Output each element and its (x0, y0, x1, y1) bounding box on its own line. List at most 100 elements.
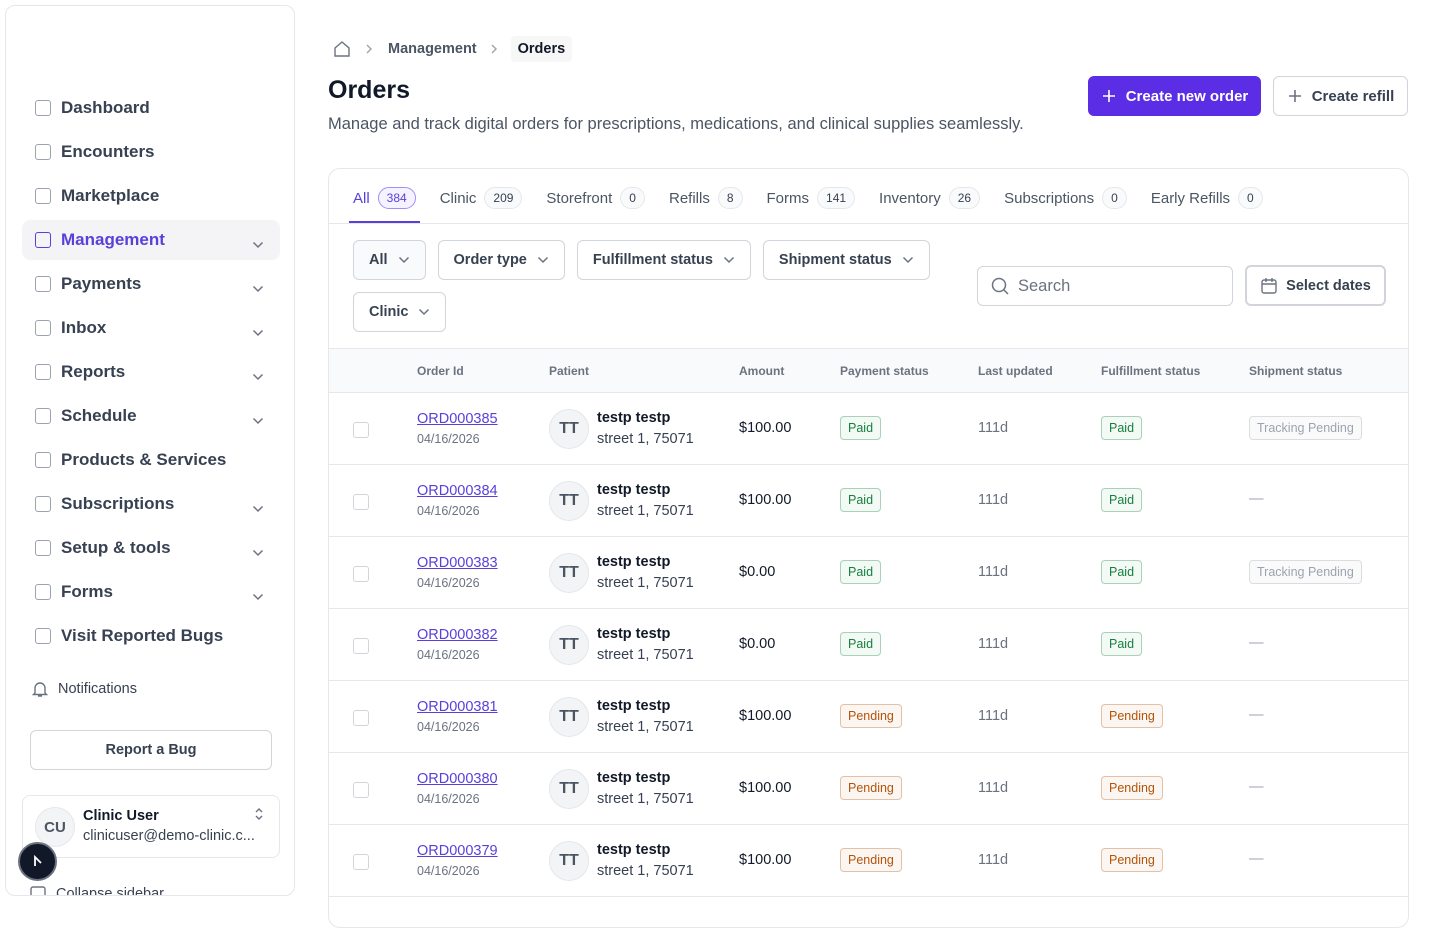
nav-item[interactable]: Inbox (22, 308, 280, 348)
nav-label: Encounters (61, 142, 155, 161)
status-badge: Paid (1101, 416, 1143, 440)
order-id-link[interactable]: ORD000382 (417, 627, 498, 643)
nav-item[interactable]: Subscriptions (22, 484, 280, 524)
tab[interactable]: Refills 8 (669, 186, 743, 210)
filter-chevron (418, 304, 430, 320)
nav-item[interactable]: Reports (22, 352, 280, 392)
help-widget-icon (34, 854, 42, 866)
order-id-link[interactable]: ORD000384 (417, 483, 498, 499)
search-input[interactable]: Search (977, 266, 1233, 306)
user-card[interactable]: CU Clinic User clinicuser@demo-clinic.c.… (22, 795, 280, 858)
order-id-link[interactable]: ORD000383 (417, 555, 498, 571)
orders-card: All 384 Clinic 209 Storefront 0 Refills 8 Forms 1… (328, 168, 1409, 928)
breadcrumb-item[interactable]: Management (388, 41, 477, 57)
nav-label: Reports (61, 362, 126, 381)
amount: $0.00 (739, 564, 776, 580)
row-checkbox[interactable] (353, 710, 369, 726)
nav-icon (35, 188, 51, 204)
nav-item[interactable]: Products & Services (22, 440, 280, 480)
filter-button[interactable]: Fulfillment status (576, 240, 751, 280)
tab-label: Refills (668, 189, 710, 207)
tab[interactable]: Early Refills 0 (1151, 186, 1263, 210)
status-badge: Paid (840, 416, 882, 440)
nav-item[interactable]: Schedule (22, 396, 280, 436)
patient-name: testp testp (597, 482, 671, 498)
patient-address: street 1, 75071 (597, 863, 694, 879)
filter-chevron (537, 252, 549, 268)
patient-initials: TT (559, 852, 579, 869)
order-id-link[interactable]: ORD000381 (417, 699, 498, 715)
row-checkbox[interactable] (353, 422, 369, 438)
tab[interactable]: All 384 (353, 186, 416, 210)
nav-label: Management (61, 230, 165, 249)
filter-button[interactable]: Clinic (353, 292, 447, 332)
nav-item[interactable]: Marketplace (22, 176, 280, 216)
row-checkbox[interactable] (353, 566, 369, 582)
tab[interactable]: Inventory 26 (879, 186, 981, 210)
order-id-link[interactable]: ORD000379 (417, 843, 498, 859)
home-icon[interactable] (332, 39, 352, 59)
row-checkbox[interactable] (353, 494, 369, 510)
nav-item[interactable]: Dashboard (22, 88, 280, 128)
nav-item[interactable]: Encounters (22, 132, 280, 172)
filter-label: Order type (453, 252, 527, 268)
help-widget[interactable] (18, 842, 57, 881)
row-checkbox[interactable] (353, 854, 369, 870)
nav-chevron (252, 410, 264, 430)
order-date: 04/16/2026 (417, 432, 480, 446)
nav-item[interactable]: Setup & tools (22, 528, 280, 568)
patient-initials: TT (559, 636, 579, 653)
patient-address: street 1, 75071 (597, 647, 694, 663)
notifications-label: Notifications (58, 681, 137, 697)
create-refill-label: Create refill (1311, 87, 1395, 105)
tab[interactable]: Subscriptions 0 (1004, 186, 1127, 210)
tab[interactable]: Forms 141 (767, 186, 856, 210)
row-checkbox[interactable] (353, 638, 369, 654)
tab[interactable]: Clinic 209 (440, 186, 523, 210)
chevron-icon (252, 329, 264, 337)
date-button[interactable]: Select dates (1245, 265, 1386, 306)
nav-item[interactable]: Visit Reported Bugs (22, 616, 280, 656)
create-refill-button[interactable]: Create refill (1273, 76, 1408, 116)
amount: $0.00 (739, 636, 776, 652)
filter-button[interactable]: Order type (437, 240, 565, 280)
tab-label: All (353, 189, 370, 207)
filter-chevron (398, 252, 410, 268)
nav-icon (35, 320, 51, 336)
status-badge: Paid (1101, 560, 1143, 584)
nav-icon (35, 540, 51, 556)
amount: $100.00 (739, 492, 792, 508)
row-checkbox[interactable] (353, 782, 369, 798)
nav-item[interactable]: Forms (22, 572, 280, 612)
column-header: Shipment status (1249, 364, 1343, 378)
last-updated: 111d (978, 852, 1009, 868)
report-bug-button[interactable]: Report a Bug (30, 730, 272, 770)
notifications[interactable]: Notifications (31, 680, 137, 698)
chevron-icon (252, 373, 264, 381)
nav-chevron (252, 542, 264, 562)
collapse-sidebar[interactable]: Collapse sidebar (30, 886, 164, 895)
create-order-button[interactable]: Create new order (1088, 76, 1261, 116)
nav-item[interactable]: Payments (22, 264, 280, 304)
report-bug-label: Report a Bug (105, 742, 197, 758)
tab-count: 209 (484, 187, 523, 209)
order-id-link[interactable]: ORD000385 (417, 411, 498, 427)
patient-initials: TT (559, 780, 579, 797)
filter-button[interactable]: All (353, 240, 426, 280)
plus-icon (1102, 90, 1115, 102)
amount: $100.00 (739, 708, 792, 724)
tab-label: Subscriptions (1004, 189, 1095, 207)
tab-count: 0 (1238, 187, 1263, 209)
table-row: ORD000382 04/16/2026 TT testp testp street 1… (329, 608, 1408, 680)
chevron-icon (419, 308, 430, 316)
date-button-label: Select dates (1286, 277, 1371, 294)
tab[interactable]: Storefront 0 (546, 186, 645, 210)
patient-avatar: TT (549, 769, 589, 809)
patient-initials: TT (559, 708, 579, 725)
order-id-link[interactable]: ORD000380 (417, 771, 498, 787)
user-email: clinicuser@demo-clinic.c... (83, 828, 255, 844)
filter-button[interactable]: Shipment status (762, 240, 930, 280)
nav-chevron (252, 366, 264, 386)
nav-item[interactable]: Management (22, 220, 280, 260)
page-subtitle: Manage and track digital orders for pres… (328, 115, 1024, 133)
